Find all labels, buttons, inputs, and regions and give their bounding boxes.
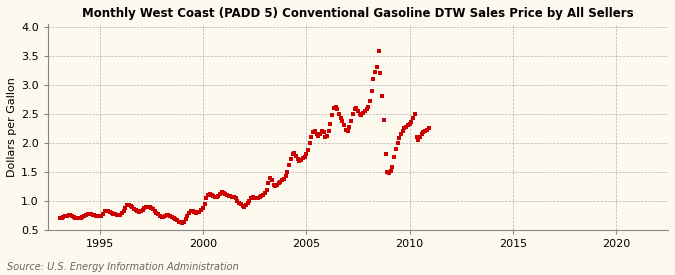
Title: Monthly West Coast (PADD 5) Conventional Gasoline DTW Sales Price by All Sellers: Monthly West Coast (PADD 5) Conventional… <box>82 7 634 20</box>
Text: Source: U.S. Energy Information Administration: Source: U.S. Energy Information Administ… <box>7 262 238 272</box>
Y-axis label: Dollars per Gallon: Dollars per Gallon <box>7 77 17 177</box>
